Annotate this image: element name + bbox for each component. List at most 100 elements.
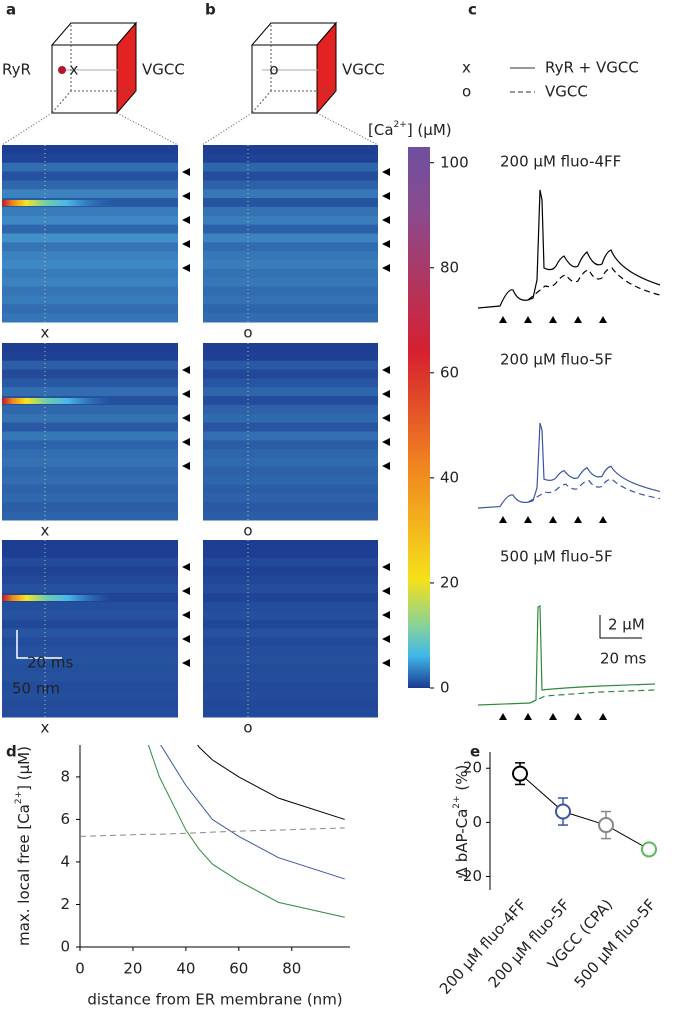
heatmap-band xyxy=(203,646,378,656)
stim-arrow xyxy=(549,316,557,323)
heatmap-band xyxy=(2,708,178,718)
heatmap-band xyxy=(203,484,378,494)
connector xyxy=(519,773,650,850)
heatmap-band xyxy=(203,475,378,486)
heatmap-band xyxy=(2,672,178,683)
heatmap-band xyxy=(203,295,378,305)
y-tick-label: 6 xyxy=(60,810,70,828)
data-line xyxy=(197,745,345,820)
data-line xyxy=(160,745,345,880)
panel-label: e xyxy=(470,743,480,761)
colorbar-tick-label: 40 xyxy=(440,468,459,486)
heatmap-band xyxy=(203,493,378,503)
stim-arrow xyxy=(499,713,507,720)
heatmap-band xyxy=(203,548,378,559)
cube-marker: x xyxy=(70,61,79,79)
stim-arrow xyxy=(182,611,190,619)
heatmap-band xyxy=(203,663,378,674)
x-tick-label: 20 xyxy=(123,960,142,978)
heatmap-band xyxy=(2,378,178,388)
ryr-hotspot xyxy=(2,398,112,404)
stim-arrow xyxy=(549,516,557,523)
heatmap-band xyxy=(2,369,178,379)
heatmap-band xyxy=(2,646,178,656)
ryr-hotspot xyxy=(2,200,112,206)
stim-arrow xyxy=(382,462,390,470)
position-marker: x xyxy=(41,324,50,342)
colorbar-tick-label: 80 xyxy=(440,258,459,276)
heatmap-band xyxy=(2,484,178,494)
trace xyxy=(478,606,655,705)
heatmap-band xyxy=(2,206,178,217)
heatmap-band xyxy=(203,672,378,683)
heatmap-band xyxy=(203,628,378,638)
scale-label: 20 ms xyxy=(27,654,73,672)
data-point xyxy=(512,765,528,782)
stim-arrow xyxy=(382,240,390,248)
heatmap-band xyxy=(203,557,378,568)
heatmap-band xyxy=(203,313,378,323)
stim-arrow xyxy=(382,414,390,422)
heatmap-band xyxy=(2,171,178,181)
stim-arrow xyxy=(599,713,607,720)
heatmap-band xyxy=(2,404,178,415)
stim-arrow xyxy=(382,390,390,398)
heatmap-band xyxy=(203,242,378,252)
heatmap-band xyxy=(2,422,178,432)
stim-arrow xyxy=(182,192,190,200)
heatmap-band xyxy=(2,628,178,638)
trace xyxy=(478,423,660,508)
heatmap-band xyxy=(203,233,378,243)
heatmap-band xyxy=(203,286,378,296)
y-axis-title-part: max. local free [Ca xyxy=(15,804,33,946)
stim-arrow xyxy=(182,414,190,422)
heatmap-band xyxy=(203,351,378,362)
heatmap-band xyxy=(203,378,378,388)
colorbar-tick-label: 60 xyxy=(440,363,459,381)
stim-arrow xyxy=(182,635,190,643)
colorbar-tick-label: 100 xyxy=(440,153,469,171)
panel-label: a xyxy=(6,1,16,19)
heatmap-band xyxy=(2,251,178,261)
stim-arrow xyxy=(182,216,190,224)
heatmap-band xyxy=(2,610,178,621)
heatmap-band xyxy=(203,575,378,585)
heatmap-band xyxy=(203,171,378,181)
trace xyxy=(478,190,660,308)
heatmap-band xyxy=(203,690,378,700)
heatmap-band xyxy=(2,584,178,594)
heatmap-band xyxy=(203,593,378,603)
heatmap-band xyxy=(203,206,378,217)
heatmap-band xyxy=(203,511,378,521)
cube-front xyxy=(51,44,118,114)
stim-arrow xyxy=(182,240,190,248)
heatmap-band xyxy=(203,610,378,621)
cube-marker: o xyxy=(269,61,278,79)
y-tick-label: 4 xyxy=(60,852,70,870)
heatmap-band xyxy=(2,233,178,243)
heatmap-band xyxy=(203,413,378,424)
heatmap-band xyxy=(2,575,178,585)
stim-arrow xyxy=(382,366,390,374)
stim-arrow xyxy=(574,713,582,720)
panel-label: d xyxy=(6,743,17,761)
heatmap-band xyxy=(2,180,178,190)
stim-arrow xyxy=(182,587,190,595)
stim-arrow xyxy=(382,264,390,272)
heatmap-band xyxy=(203,566,378,576)
heatmap-band xyxy=(2,387,178,397)
heatmap-band xyxy=(2,475,178,486)
data-line xyxy=(80,827,345,837)
heatmap-band xyxy=(203,277,378,288)
scale-bar xyxy=(599,615,642,639)
heatmap-band xyxy=(2,162,178,173)
trace-dashed xyxy=(528,268,660,300)
scale-bar xyxy=(16,630,62,659)
position-marker: x xyxy=(41,719,50,737)
stim-arrow xyxy=(524,516,532,523)
heatmap-band xyxy=(203,251,378,261)
ryr-hotspot xyxy=(2,595,112,601)
heatmap-band xyxy=(2,215,178,226)
stim-arrow xyxy=(382,563,390,571)
